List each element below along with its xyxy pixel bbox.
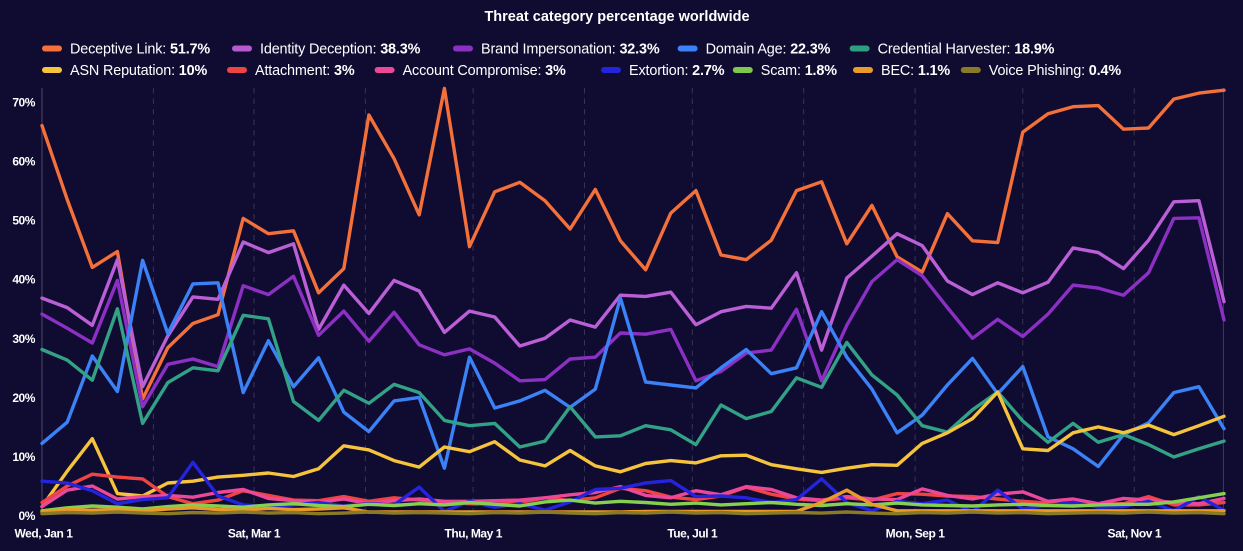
svg-text:20%: 20% <box>12 391 35 405</box>
svg-text:Mon, Sep 1: Mon, Sep 1 <box>886 527 946 541</box>
svg-text:Account Compromise: 3%: Account Compromise: 3% <box>403 63 566 79</box>
svg-text:BEC: 1.1%: BEC: 1.1% <box>881 63 950 79</box>
svg-text:Domain Age: 22.3%: Domain Age: 22.3% <box>706 42 831 58</box>
svg-text:40%: 40% <box>12 273 35 287</box>
svg-text:Attachment: 3%: Attachment: 3% <box>255 63 355 79</box>
svg-text:Identity Deception: 38.3%: Identity Deception: 38.3% <box>260 42 421 58</box>
svg-text:Sat, Mar 1: Sat, Mar 1 <box>228 527 281 541</box>
svg-text:50%: 50% <box>12 214 35 228</box>
svg-text:Thu, May 1: Thu, May 1 <box>444 527 502 541</box>
svg-text:Scam: 1.8%: Scam: 1.8% <box>761 63 837 79</box>
svg-text:ASN Reputation: 10%: ASN Reputation: 10% <box>70 63 208 79</box>
svg-text:Brand Impersonation: 32.3%: Brand Impersonation: 32.3% <box>481 42 660 58</box>
svg-text:30%: 30% <box>12 332 35 346</box>
svg-text:Threat category percentage wor: Threat category percentage worldwide <box>484 9 749 25</box>
svg-text:Deceptive Link: 51.7%: Deceptive Link: 51.7% <box>70 42 210 58</box>
svg-text:Tue, Jul 1: Tue, Jul 1 <box>667 527 718 541</box>
svg-text:60%: 60% <box>12 155 35 169</box>
svg-text:Voice Phishing: 0.4%: Voice Phishing: 0.4% <box>989 63 1122 79</box>
svg-text:Wed, Jan 1: Wed, Jan 1 <box>15 527 74 541</box>
svg-text:0%: 0% <box>19 509 36 523</box>
svg-text:Credential Harvester: 18.9%: Credential Harvester: 18.9% <box>878 42 1055 58</box>
svg-text:Extortion: 2.7%: Extortion: 2.7% <box>629 63 725 79</box>
svg-text:Sat, Nov 1: Sat, Nov 1 <box>1108 527 1162 541</box>
svg-text:70%: 70% <box>12 96 35 110</box>
svg-text:10%: 10% <box>12 450 35 464</box>
